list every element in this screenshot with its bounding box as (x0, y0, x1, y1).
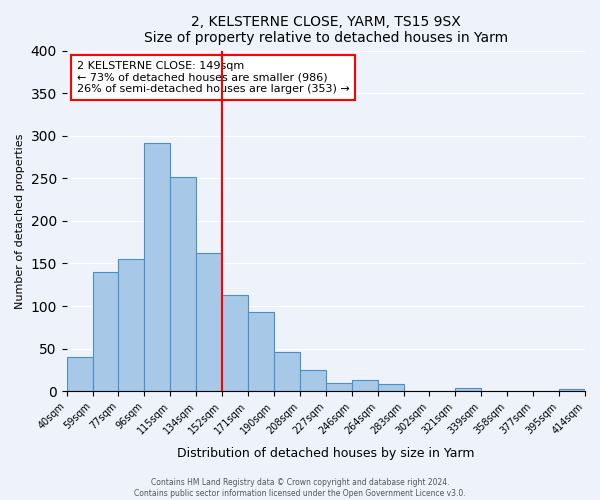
Bar (248, 312, 274, 391)
Bar (92, 272, 118, 391)
Text: Contains HM Land Registry data © Crown copyright and database right 2024.
Contai: Contains HM Land Registry data © Crown c… (134, 478, 466, 498)
Bar (455, 388, 481, 391)
Bar (559, 388, 585, 391)
Bar (170, 178, 196, 391)
Bar (352, 380, 377, 391)
Y-axis label: Number of detached properties: Number of detached properties (15, 133, 25, 308)
Bar (300, 370, 326, 391)
Text: 2 KELSTERNE CLOSE: 149sqm
← 73% of detached houses are smaller (986)
26% of semi: 2 KELSTERNE CLOSE: 149sqm ← 73% of detac… (77, 61, 350, 94)
Bar (67, 357, 92, 391)
X-axis label: Distribution of detached houses by size in Yarm: Distribution of detached houses by size … (177, 447, 475, 460)
Bar (118, 259, 145, 391)
Bar (274, 352, 300, 391)
Bar (222, 295, 248, 391)
Bar (377, 384, 404, 391)
Title: 2, KELSTERNE CLOSE, YARM, TS15 9SX
Size of property relative to detached houses : 2, KELSTERNE CLOSE, YARM, TS15 9SX Size … (144, 15, 508, 45)
Bar (196, 253, 222, 391)
Bar (326, 382, 352, 391)
Bar (145, 142, 170, 391)
